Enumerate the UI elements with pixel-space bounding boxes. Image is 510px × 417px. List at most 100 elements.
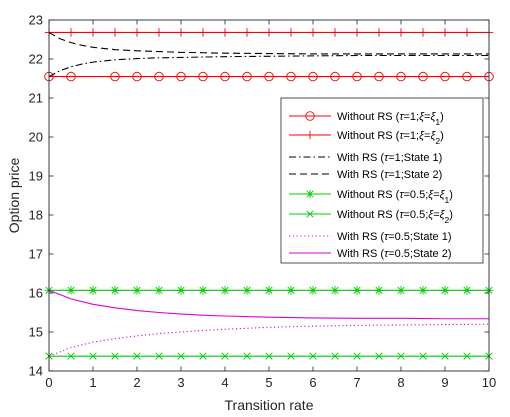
series-5-point [198,285,208,295]
series-2-point [418,28,428,37]
series-1-point [154,71,164,82]
series-1-point [352,71,362,82]
series-2-point [374,28,384,37]
series-5-point [88,285,98,295]
series-5-point [110,285,120,295]
legend-entry-5: Without RS (τ=0.5;ξ=ξ1) [289,189,453,205]
legend-entry-4: With RS (τ=1;State 2) [289,169,442,181]
series-6-point [133,352,141,360]
x-tick-label: 0 [45,375,52,390]
legend-entry-8: With RS (τ=0.5;State 2) [289,248,451,260]
series-2-point [264,28,274,37]
series-5-point [462,285,472,295]
series-6-point [419,352,427,360]
y-tick-label: 16 [29,286,43,301]
series-6-point [441,352,449,360]
legend-marker [305,189,315,199]
series-2-point [88,28,98,37]
series-6-point [177,352,185,360]
legend-label: Without RS (τ=0.5;ξ=ξ2) [337,209,453,225]
series-1-point [264,71,274,82]
legend-label: With RS (τ=0.5;State 2) [337,248,451,260]
x-tick-label: 10 [482,375,496,390]
series-5-point [220,285,230,295]
series-6-point [375,352,383,360]
series-2-point [308,28,318,37]
series-5-point [242,285,252,295]
y-tick-label: 21 [29,91,43,106]
legend-entry-7: With RS (τ=0.5;State 1) [289,231,451,243]
series-1-point [396,71,406,82]
x-tick-label: 1 [89,375,96,390]
legend-label: Without RS (τ=0.5;ξ=ξ1) [337,189,453,205]
series-1-point [198,71,208,82]
series-6 [45,352,493,360]
series-2-point [462,28,472,37]
series-2-point [440,28,450,37]
legend: Without RS (τ=1;ξ=ξ1) Without RS (τ=1;ξ=ξ… [280,97,484,264]
series-2-point [66,28,76,37]
legend-entry-1: Without RS (τ=1;ξ=ξ1) [289,111,444,127]
series-6-point [265,352,273,360]
series-3-line [48,54,489,78]
series-1-point [286,71,296,82]
series-4 [48,32,489,55]
series-6-point [287,352,295,360]
legend-label: Without RS (τ=1;ξ=ξ2) [337,130,444,146]
series-5-point [374,285,384,295]
series-3 [48,54,489,78]
series-5-point [330,285,340,295]
series-7 [48,323,490,357]
series-5-point [352,285,362,295]
series-6-point [309,352,317,360]
series-6-point [463,352,471,360]
series-6-point [353,352,361,360]
x-tick-label: 9 [441,375,448,390]
series-1-point [330,71,340,82]
legend-label: Without RS (τ=1;ξ=ξ1) [337,111,444,127]
legend-label: With RS (τ=0.5;State 1) [337,231,451,243]
series-6-point [111,352,119,360]
x-tick-label: 8 [397,375,404,390]
x-axis-label: Transition rate [225,397,314,413]
series-2-point [396,28,406,37]
legend-marker [305,111,315,121]
legend-entry-2: Without RS (τ=1;ξ=ξ2) [289,130,444,146]
series-1-point [462,71,472,82]
series-2-point [330,28,340,37]
series-7-line [48,323,490,357]
series-2 [44,28,494,37]
series-2-point [132,28,142,37]
legend-entry-3: With RS (τ=1;State 1) [289,152,442,164]
series-2-point [352,28,362,37]
series-2-point [198,28,208,37]
x-tick-label: 4 [221,375,228,390]
series-5-point [176,285,186,295]
series-6-point [243,352,251,360]
y-tick-label: 17 [29,247,43,262]
x-tick-label: 2 [133,375,140,390]
y-tick-label: 14 [29,364,43,379]
series-6-point [67,352,75,360]
series-6-point [89,352,97,360]
series-1-point [440,71,450,82]
y-tick-label: 15 [29,325,43,340]
series-5-point [396,285,406,295]
series-1-point [374,71,384,82]
series-1-point [132,71,142,82]
y-axis-label: Option price [6,158,22,234]
y-tick-label: 23 [29,13,43,28]
series-1-point [110,71,120,82]
y-tick-label: 20 [29,130,43,145]
series-1-point [242,71,252,82]
x-tick-label: 7 [353,375,360,390]
y-tick-label: 18 [29,208,43,223]
legend-marker [305,130,315,140]
series-5-point [418,285,428,295]
series-5-point [264,285,274,295]
legend-label: With RS (τ=1;State 1) [337,152,442,164]
series-2-point [220,28,230,37]
legend-entry-6: Without RS (τ=0.5;ξ=ξ2) [289,209,453,225]
